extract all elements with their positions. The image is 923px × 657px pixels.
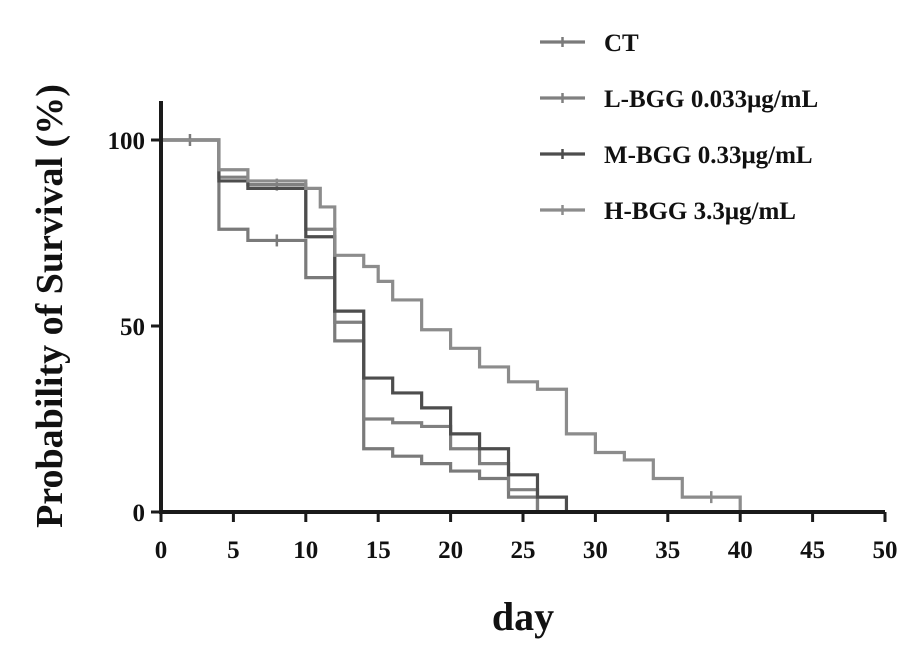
x-tick-label: 20 [438, 537, 463, 564]
x-tick-label: 30 [583, 537, 608, 564]
x-tick-label: 45 [800, 537, 825, 564]
legend-label: H-BGG 3.3μg/mL [604, 198, 796, 225]
y-tick-label: 100 [108, 128, 146, 155]
x-tick-label: 10 [293, 537, 318, 564]
x-tick-label: 0 [155, 537, 168, 564]
x-tick-label: 40 [728, 537, 753, 564]
y-tick-label: 50 [120, 314, 145, 341]
legend-label: M-BGG 0.33μg/mL [604, 142, 813, 169]
y-tick-label: 0 [133, 500, 146, 527]
series-line-3 [161, 140, 740, 512]
x-tick-label: 25 [511, 537, 536, 564]
series-layer [161, 134, 740, 512]
legend-label: CT [604, 30, 639, 57]
x-tick-label: 15 [366, 537, 391, 564]
x-axis-title: day [492, 594, 554, 639]
legend: CT L-BGG 0.033μg/mL M-BGG 0.33μg/mL H-BGG 3… [540, 30, 818, 225]
y-ticks: 0 50 100 [108, 128, 162, 527]
x-tick-label: 35 [655, 537, 680, 564]
series-line-2 [161, 140, 566, 512]
x-tick-label: 50 [873, 537, 898, 564]
x-ticks: 0 5 10 15 20 25 30 35 40 45 50 [155, 512, 898, 564]
legend-label: L-BGG 0.033μg/mL [604, 86, 818, 113]
x-tick-label: 5 [227, 537, 240, 564]
y-axis-title: Probability of Survival (%) [29, 84, 71, 528]
